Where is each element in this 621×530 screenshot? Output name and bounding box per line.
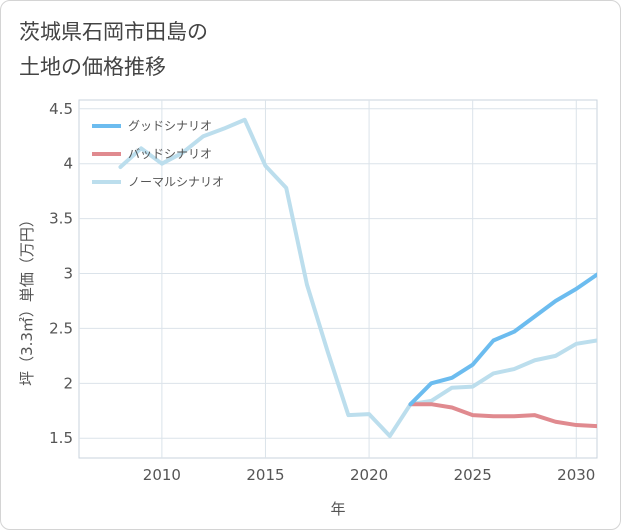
x-axis-title: 年 bbox=[330, 500, 345, 518]
chart-title-line1: 茨城県石岡市田島の bbox=[19, 20, 208, 44]
y-tick-label: 1.5 bbox=[49, 429, 73, 447]
y-tick-label: 2 bbox=[63, 374, 73, 392]
y-tick-label: 3 bbox=[63, 265, 73, 283]
chart-title: 茨城県石岡市田島の 土地の価格推移 bbox=[19, 15, 208, 85]
y-axis-title: 坪（3.3㎡）単価（万円） bbox=[18, 212, 36, 386]
series-line-2 bbox=[118, 117, 597, 439]
y-tick-label: 4.5 bbox=[49, 100, 73, 118]
x-tick-label: 2030 bbox=[557, 466, 595, 484]
y-tick-label: 3.5 bbox=[49, 210, 73, 228]
legend-label: ノーマルシナリオ bbox=[128, 175, 224, 189]
x-tick-label: 2010 bbox=[143, 466, 181, 484]
y-tick-label: 4 bbox=[63, 155, 73, 173]
plot-area bbox=[78, 99, 598, 459]
series-line-1 bbox=[408, 402, 597, 429]
y-tick-label: 2.5 bbox=[49, 319, 73, 337]
x-tick-label: 2020 bbox=[350, 466, 388, 484]
x-tick-label: 2015 bbox=[246, 466, 284, 484]
series-line-0 bbox=[408, 272, 597, 407]
legend-label: グッドシナリオ bbox=[128, 119, 212, 133]
x-tick-label: 2025 bbox=[454, 466, 492, 484]
chart-title-line2: 土地の価格推移 bbox=[19, 55, 166, 79]
legend-label: バッドシナリオ bbox=[128, 147, 212, 161]
